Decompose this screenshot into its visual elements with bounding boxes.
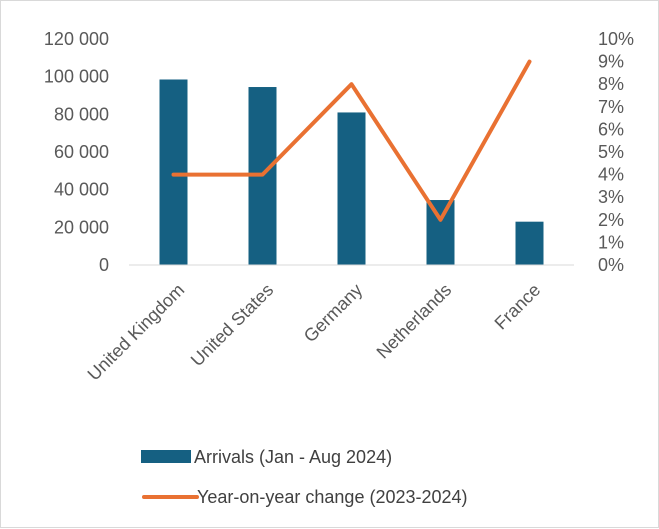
y-left-tick-label: 60 000 [54, 142, 109, 162]
x-category-label: France [491, 280, 545, 334]
y-right-tick-label: 9% [598, 52, 624, 72]
y-right-tick-label: 5% [598, 142, 624, 162]
legend-label-arrivals: Arrivals (Jan - Aug 2024) [194, 447, 392, 467]
bar-france [516, 222, 544, 265]
y-right-tick-label: 4% [598, 165, 624, 185]
y-left-tick-label: 120 000 [44, 29, 109, 49]
legend-swatch-arrivals [141, 450, 191, 463]
x-category-label: Germany [300, 280, 366, 346]
legend-label-yoy-change: Year-on-year change (2023-2024) [197, 487, 468, 507]
y-right-tick-label: 10% [598, 29, 634, 49]
y-right-tick-label: 7% [598, 97, 624, 117]
y-right-tick-label: 2% [598, 210, 624, 230]
y-left-tick-label: 100 000 [44, 67, 109, 87]
y-right-tick-label: 3% [598, 187, 624, 207]
x-category-label: Netherlands [373, 280, 456, 363]
y-left-tick-label: 40 000 [54, 180, 109, 200]
bar-germany [338, 112, 366, 265]
y-right-tick-label: 0% [598, 255, 624, 275]
bar-united-kingdom [160, 79, 188, 265]
y-right-tick-label: 8% [598, 74, 624, 94]
bar-netherlands [427, 200, 455, 265]
y-left-tick-label: 20 000 [54, 217, 109, 237]
y-left-tick-label: 80 000 [54, 104, 109, 124]
y-right-tick-label: 1% [598, 232, 624, 252]
y-right-tick-label: 6% [598, 119, 624, 139]
x-category-label: United Kingdom [84, 280, 189, 385]
y-left-tick-label: 0 [99, 255, 109, 275]
x-category-label: United States [187, 280, 278, 371]
